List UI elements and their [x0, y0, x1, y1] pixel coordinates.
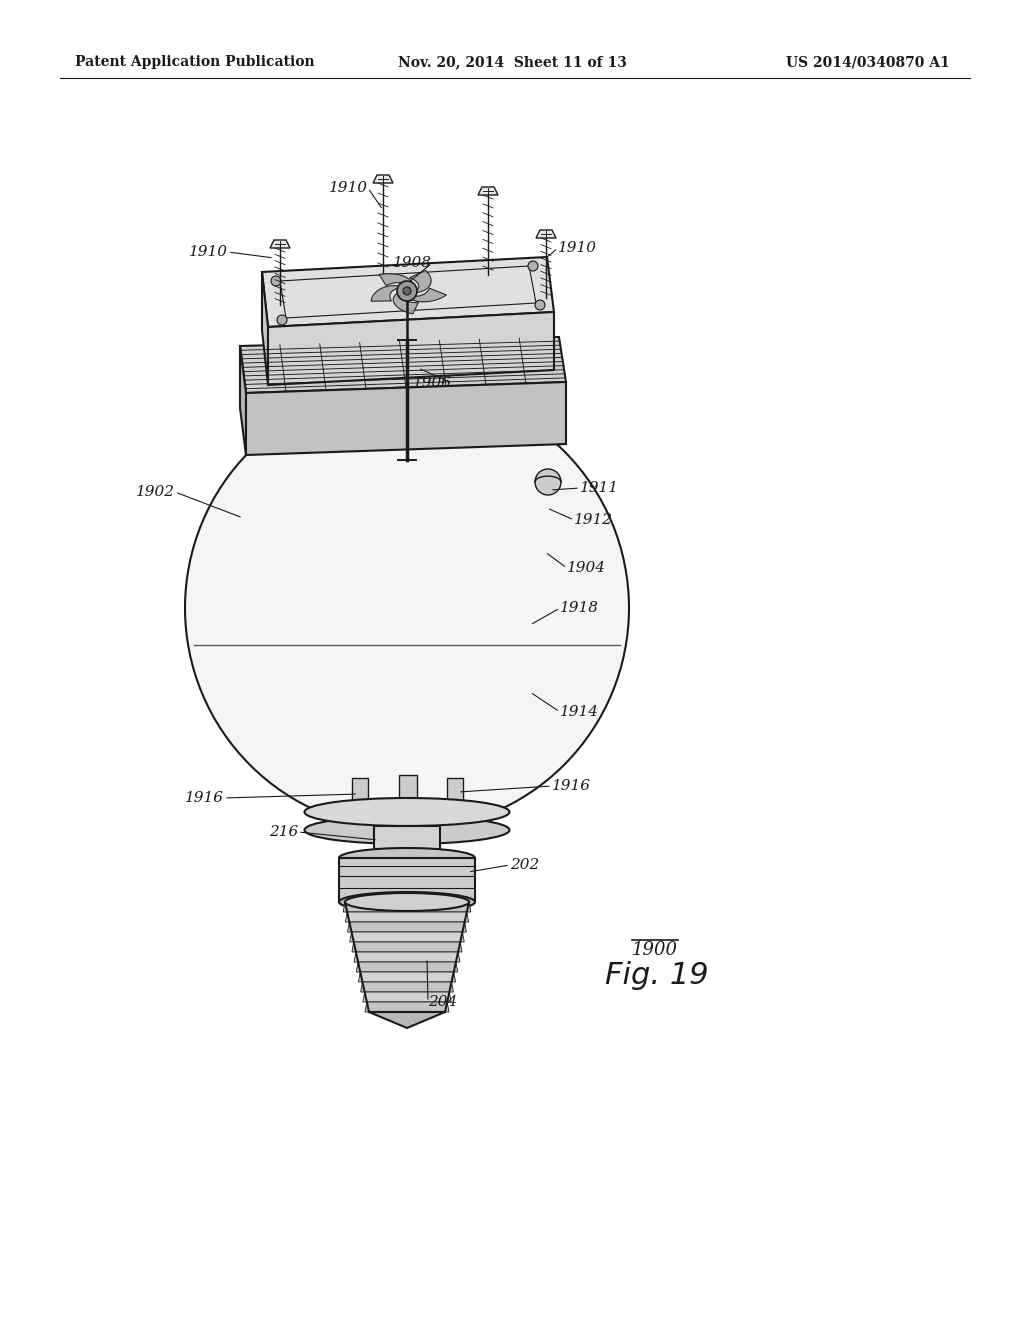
Text: 1904: 1904 [567, 561, 606, 576]
Polygon shape [262, 257, 554, 327]
Polygon shape [447, 777, 463, 812]
Polygon shape [246, 381, 566, 455]
Circle shape [535, 469, 561, 495]
Text: 1908: 1908 [393, 256, 432, 271]
Polygon shape [334, 420, 395, 482]
Polygon shape [358, 972, 456, 982]
Polygon shape [519, 561, 574, 615]
Ellipse shape [345, 894, 469, 911]
Polygon shape [313, 440, 376, 502]
Text: 1914: 1914 [560, 705, 599, 719]
Polygon shape [342, 672, 393, 723]
Polygon shape [373, 176, 393, 183]
Polygon shape [493, 589, 547, 643]
Polygon shape [314, 700, 366, 751]
Text: 1918: 1918 [560, 601, 599, 615]
Polygon shape [304, 449, 366, 511]
Polygon shape [369, 1012, 445, 1028]
Polygon shape [324, 429, 386, 491]
Text: 1916: 1916 [552, 779, 591, 793]
Polygon shape [478, 187, 498, 195]
Polygon shape [270, 240, 290, 248]
Text: Patent Application Publication: Patent Application Publication [75, 55, 314, 69]
Text: 1910: 1910 [189, 246, 228, 259]
Polygon shape [393, 293, 419, 314]
Polygon shape [465, 616, 519, 671]
Polygon shape [352, 777, 368, 812]
Polygon shape [264, 488, 327, 550]
Polygon shape [333, 681, 384, 733]
Polygon shape [351, 663, 402, 714]
Polygon shape [502, 579, 556, 634]
Polygon shape [410, 271, 431, 293]
Polygon shape [324, 690, 375, 742]
Polygon shape [339, 858, 475, 902]
Polygon shape [474, 607, 528, 661]
Ellipse shape [304, 816, 510, 843]
Polygon shape [354, 952, 460, 962]
Ellipse shape [339, 847, 475, 869]
Text: 202: 202 [510, 858, 540, 873]
Text: 1912: 1912 [574, 513, 613, 527]
Polygon shape [274, 479, 336, 541]
Polygon shape [240, 346, 246, 455]
Text: 1900: 1900 [632, 941, 678, 960]
Circle shape [278, 315, 287, 325]
Text: 1911: 1911 [580, 480, 618, 495]
Circle shape [185, 385, 629, 830]
Polygon shape [379, 273, 413, 286]
Polygon shape [262, 272, 268, 385]
Text: 204: 204 [428, 995, 458, 1008]
Polygon shape [352, 942, 462, 952]
Circle shape [528, 261, 538, 271]
Ellipse shape [339, 892, 475, 912]
Polygon shape [483, 598, 538, 652]
Polygon shape [356, 962, 458, 972]
Polygon shape [360, 982, 454, 993]
Text: 216: 216 [268, 825, 298, 840]
Circle shape [535, 300, 545, 310]
Polygon shape [345, 912, 469, 921]
Polygon shape [294, 459, 356, 521]
Text: 1916: 1916 [185, 791, 224, 805]
Text: Fig. 19: Fig. 19 [605, 961, 709, 990]
Polygon shape [362, 993, 452, 1002]
Polygon shape [284, 469, 346, 531]
Text: 1910: 1910 [558, 242, 597, 255]
Polygon shape [268, 312, 554, 385]
Polygon shape [536, 230, 556, 238]
Polygon shape [371, 285, 401, 301]
Text: 1906: 1906 [413, 376, 452, 389]
Polygon shape [399, 775, 417, 812]
Ellipse shape [304, 799, 510, 826]
Polygon shape [365, 1002, 449, 1012]
Text: 1902: 1902 [136, 484, 175, 499]
Polygon shape [240, 337, 566, 393]
Polygon shape [347, 921, 467, 932]
Polygon shape [374, 826, 440, 858]
Text: Nov. 20, 2014  Sheet 11 of 13: Nov. 20, 2014 Sheet 11 of 13 [397, 55, 627, 69]
Text: 1910: 1910 [329, 181, 368, 195]
Circle shape [271, 276, 281, 286]
Circle shape [403, 286, 411, 294]
Polygon shape [407, 288, 446, 302]
Polygon shape [343, 902, 471, 912]
Text: US 2014/0340870 A1: US 2014/0340870 A1 [786, 55, 950, 69]
Polygon shape [350, 932, 464, 942]
Circle shape [397, 281, 417, 301]
Polygon shape [360, 653, 412, 705]
Polygon shape [511, 570, 565, 624]
